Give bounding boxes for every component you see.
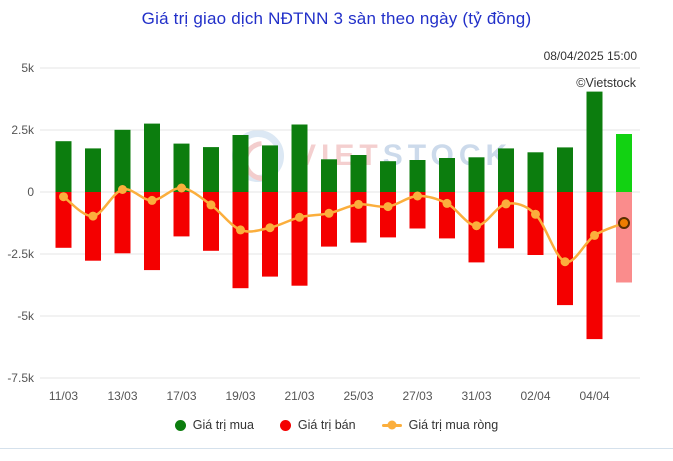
y-tick-label: 5k (21, 61, 35, 75)
buy-bar[interactable] (55, 141, 72, 192)
x-tick-label: 02/04 (520, 389, 550, 403)
buy-bar[interactable] (498, 148, 514, 192)
buy-bar[interactable] (321, 159, 337, 192)
net-point[interactable] (236, 225, 245, 235)
net-point[interactable] (383, 202, 393, 212)
buy-bar[interactable] (350, 155, 367, 192)
sell-bar[interactable] (144, 192, 160, 271)
net-point[interactable] (590, 230, 599, 240)
legend-item-sell[interactable]: Giá trị bán (279, 418, 356, 432)
net-point[interactable] (88, 211, 98, 221)
y-tick-label: -5k (17, 309, 35, 323)
net-point[interactable] (472, 221, 481, 231)
x-tick-label: 11/03 (49, 389, 78, 403)
y-tick-label: -7.5k (7, 371, 35, 385)
buy-bar[interactable] (262, 145, 278, 192)
buy-bar[interactable] (380, 161, 396, 192)
vietstock-credit: ©Vietstock (576, 76, 636, 90)
net-point[interactable] (501, 199, 511, 209)
sell-series-marker-icon (279, 419, 291, 431)
legend-item-net[interactable]: Giá trị mua ròng (381, 418, 499, 432)
buy-bar[interactable] (557, 147, 573, 192)
net-point[interactable] (206, 200, 216, 210)
buy-bar[interactable] (144, 123, 160, 192)
sell-bar[interactable] (380, 192, 396, 238)
buy-bar[interactable] (291, 124, 308, 193)
net-point[interactable] (59, 192, 68, 202)
x-tick-label: 31/03 (461, 389, 491, 403)
sell-bar[interactable] (173, 192, 190, 237)
buy-bar[interactable] (439, 158, 455, 192)
buy-bar[interactable] (203, 147, 219, 192)
y-tick-label: 2.5k (11, 123, 35, 137)
buy-bar[interactable] (173, 143, 190, 192)
sell-bar[interactable] (350, 192, 367, 243)
legend-label-sell: Giá trị bán (297, 418, 356, 432)
net-point[interactable] (265, 223, 275, 233)
buy-bar[interactable] (586, 91, 603, 192)
x-tick-label: 13/03 (107, 389, 137, 403)
buy-bar[interactable] (85, 148, 101, 192)
net-series-marker-dot-icon (387, 420, 397, 430)
sell-bar[interactable] (85, 192, 101, 261)
buy-bar[interactable] (616, 134, 632, 192)
x-tick-label: 04/04 (579, 389, 609, 403)
buy-bar[interactable] (232, 135, 249, 192)
sell-bar[interactable] (409, 192, 426, 229)
buy-bar[interactable] (527, 152, 544, 192)
net-point[interactable] (118, 185, 127, 194)
buy-bar[interactable] (468, 157, 485, 192)
net-point[interactable] (177, 183, 186, 193)
buy-series-marker-icon (174, 419, 186, 431)
net-point[interactable] (324, 208, 334, 218)
sell-bar[interactable] (232, 192, 249, 289)
sell-bar[interactable] (114, 192, 131, 254)
x-tick-label: 27/03 (402, 389, 432, 403)
sell-bar[interactable] (291, 192, 308, 286)
x-tick-label: 25/03 (343, 389, 373, 403)
net-point[interactable] (354, 199, 363, 209)
x-tick-label: 17/03 (166, 389, 196, 403)
net-series-marker-icon (381, 420, 402, 430)
net-point[interactable] (147, 195, 157, 205)
net-point[interactable] (413, 191, 422, 201)
net-point[interactable] (295, 212, 304, 222)
net-point[interactable] (560, 257, 570, 267)
bottom-divider (0, 448, 673, 449)
timestamp: 08/04/2025 15:00 (543, 49, 637, 63)
sell-bar[interactable] (262, 192, 278, 277)
legend-item-buy[interactable]: Giá trị mua (174, 418, 254, 432)
sell-bar[interactable] (616, 192, 632, 283)
y-tick-label: -2.5k (7, 247, 35, 261)
sell-bar[interactable] (321, 192, 337, 247)
chart-title: Giá trị giao dịch NĐTNN 3 sàn theo ngày … (141, 9, 532, 28)
chart-legend: Giá trị mua Giá trị bán Giá trị mua ròng (0, 413, 673, 437)
sell-bar[interactable] (586, 192, 603, 340)
y-tick-label: 0 (27, 185, 34, 199)
net-point-current[interactable] (618, 217, 630, 229)
buy-bar[interactable] (114, 129, 131, 192)
legend-label-buy: Giá trị mua (192, 418, 254, 432)
x-tick-label: 19/03 (225, 389, 255, 403)
net-point[interactable] (442, 198, 452, 208)
sell-bar[interactable] (55, 192, 72, 248)
sell-bar[interactable] (527, 192, 544, 255)
buy-bar[interactable] (409, 160, 426, 192)
net-point[interactable] (531, 209, 540, 219)
x-tick-label: 21/03 (284, 389, 314, 403)
legend-label-net: Giá trị mua ròng (408, 418, 499, 432)
sell-bar[interactable] (557, 192, 573, 306)
